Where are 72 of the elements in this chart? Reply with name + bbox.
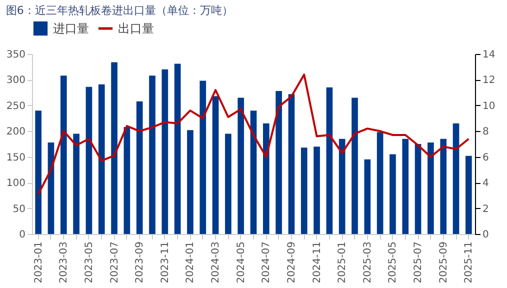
bar bbox=[288, 94, 295, 234]
bar bbox=[60, 76, 67, 234]
bar bbox=[162, 69, 168, 234]
x-tick-label: 2024-05 bbox=[236, 242, 247, 284]
y2-tick-label: 8 bbox=[482, 126, 489, 138]
bar bbox=[440, 138, 447, 234]
x-tick-label: 2025-07 bbox=[413, 242, 424, 284]
bar bbox=[352, 98, 358, 234]
x-tick-label: 2024-03 bbox=[210, 242, 222, 284]
y2-tick-label: 0 bbox=[482, 230, 489, 240]
x-tick-label: 2023-01 bbox=[33, 242, 44, 284]
bar bbox=[200, 80, 206, 234]
bar bbox=[376, 132, 384, 234]
y-tick-label: 150 bbox=[6, 152, 26, 164]
bar bbox=[402, 138, 409, 234]
bar bbox=[149, 76, 156, 234]
bar bbox=[35, 110, 42, 234]
bar bbox=[73, 134, 80, 234]
legend-label: 出口量 bbox=[118, 22, 154, 36]
y2-tick-label: 4 bbox=[482, 178, 489, 190]
x-tick-label: 2023-07 bbox=[109, 242, 120, 284]
bar bbox=[276, 91, 282, 234]
x-tick-label: 2023-11 bbox=[160, 242, 171, 284]
y2-tick-label: 14 bbox=[482, 50, 496, 60]
x-tick-label: 2024-11 bbox=[312, 242, 323, 284]
bar bbox=[428, 142, 434, 234]
bar bbox=[250, 110, 257, 234]
bar bbox=[314, 146, 320, 234]
bar bbox=[262, 123, 270, 234]
bar bbox=[364, 159, 371, 234]
bar bbox=[86, 86, 92, 234]
bar bbox=[136, 101, 143, 234]
bar bbox=[300, 148, 308, 234]
y-tick-label: 350 bbox=[6, 50, 26, 60]
y2-tick-label: 6 bbox=[482, 152, 489, 164]
bar bbox=[124, 127, 130, 234]
y-tick-label: 0 bbox=[19, 230, 26, 240]
line-series bbox=[37, 74, 470, 196]
bar bbox=[390, 154, 396, 234]
bar bbox=[225, 134, 232, 234]
bar bbox=[174, 64, 181, 234]
x-tick-label: 2024-07 bbox=[261, 242, 272, 284]
x-tick-label: 2025-05 bbox=[388, 242, 399, 284]
legend-label: 进口量 bbox=[53, 22, 89, 36]
y-tick-label: 100 bbox=[6, 178, 26, 190]
x-tick-label: 2023-05 bbox=[84, 242, 95, 284]
x-tick-label: 2025-09 bbox=[438, 242, 450, 284]
bar bbox=[238, 98, 244, 234]
y-tick-label: 250 bbox=[6, 100, 26, 112]
bar bbox=[466, 156, 472, 234]
bar bbox=[338, 138, 346, 234]
y2-tick-label: 12 bbox=[482, 75, 496, 86]
x-tick-label: 2025-11 bbox=[464, 242, 475, 284]
bar bbox=[326, 87, 333, 234]
x-tick-label: 2025-03 bbox=[362, 242, 374, 284]
x-tick-label: 2023-09 bbox=[134, 242, 146, 284]
chart-title: 图6：近三年热轧板卷进出口量（单位：万吨） bbox=[6, 4, 233, 17]
x-tick-label: 2023-03 bbox=[58, 242, 70, 284]
y2-tick-label: 10 bbox=[482, 100, 496, 112]
x-tick-label: 2024-09 bbox=[286, 242, 298, 284]
y-tick-label: 300 bbox=[6, 75, 26, 86]
x-tick-label: 2025-01 bbox=[337, 242, 348, 284]
bar bbox=[452, 123, 460, 234]
bar bbox=[98, 84, 105, 234]
y2-tick-label: 2 bbox=[482, 204, 489, 215]
bar bbox=[111, 62, 118, 234]
y-tick-label: 50 bbox=[12, 204, 26, 215]
bar bbox=[414, 144, 422, 234]
bar bbox=[212, 96, 219, 234]
x-tick-label: 2024-01 bbox=[185, 242, 196, 284]
bar bbox=[187, 130, 194, 234]
y-tick-label: 200 bbox=[6, 126, 26, 138]
